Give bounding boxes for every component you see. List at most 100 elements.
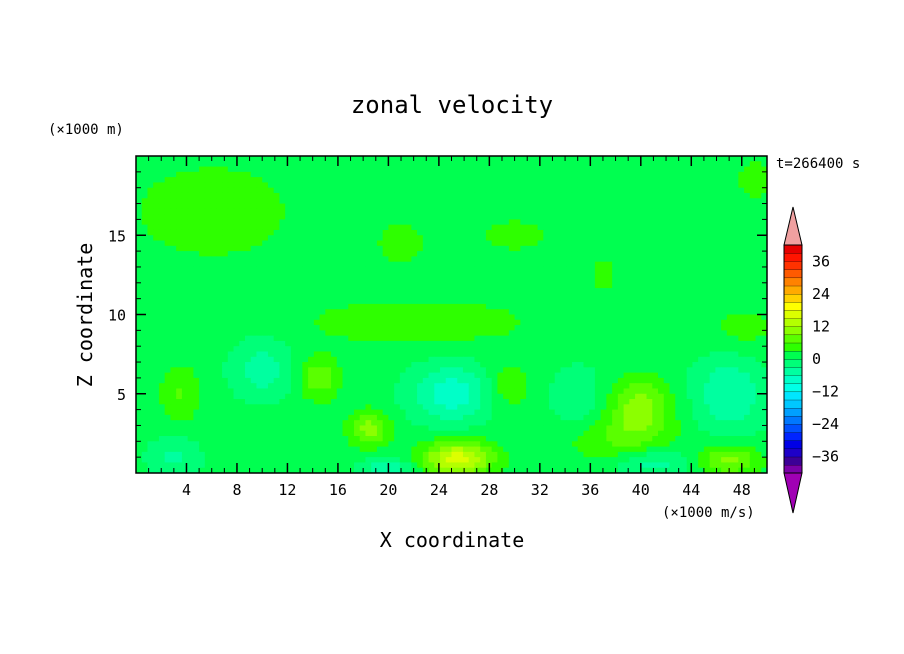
field-cell [686,383,694,390]
contour-field [136,156,767,473]
field-cell [164,272,172,279]
field-cell [417,351,424,358]
field-cell [514,340,521,347]
field-cell [669,187,676,194]
field-cell [136,367,143,374]
field-cell [417,372,424,379]
field-cell [738,314,745,321]
field-cell [571,224,579,231]
field-cell [560,261,567,268]
field-cell [319,319,326,326]
field-cell [497,203,504,210]
field-cell [342,198,349,205]
field-cell [399,156,407,162]
field-cell [491,208,498,215]
field-cell [692,356,699,363]
field-cell [296,166,303,173]
field-cell [376,166,384,173]
field-cell [290,166,298,173]
field-cell [709,319,716,326]
field-cell [709,303,716,310]
field-cell [497,383,504,390]
field-cell [491,388,498,395]
field-cell [193,256,200,263]
field-cell [388,245,395,252]
field-cell [629,272,636,279]
field-cell [646,272,653,279]
field-cell [462,388,470,395]
field-cell [302,251,309,257]
field-cell [176,235,183,242]
field-cell [250,303,258,310]
field-cell [371,156,378,162]
field-cell [594,219,602,226]
field-cell [285,245,292,252]
field-cell [508,377,516,384]
field-cell [526,325,533,331]
field-cell [434,377,441,384]
field-cell [153,182,160,189]
field-cell [153,177,160,184]
field-cell [480,330,487,337]
field-cell [153,282,160,289]
field-cell [703,235,711,242]
field-cell [296,261,303,268]
field-cell [371,266,378,273]
field-cell [594,235,602,242]
field-cell [652,372,659,379]
field-cell [440,288,447,294]
field-cell [669,240,676,247]
field-cell [187,171,194,178]
field-cell [445,383,453,390]
field-cell [520,372,527,379]
field-cell [491,245,498,252]
field-cell [147,288,154,294]
field-cell [440,161,447,168]
field-cell [233,192,240,199]
field-cell [692,187,699,194]
field-cell [348,282,355,289]
field-cell [612,362,619,368]
field-cell [239,214,246,220]
field-cell [394,229,401,236]
field-cell [640,251,648,257]
field-cell [233,261,240,268]
field-cell [153,240,160,247]
field-cell [267,362,275,368]
field-cell [313,266,321,273]
field-cell [497,367,504,374]
field-cell [279,166,286,173]
field-cell [187,362,194,368]
field-cell [273,325,281,331]
field-cell [445,224,453,231]
field-cell [256,208,263,215]
field-cell [623,182,630,189]
field-cell [589,272,596,279]
field-cell [296,335,303,342]
field-cell [244,187,252,194]
field-cell [543,266,550,273]
field-cell [313,377,321,384]
field-cell [508,240,516,247]
field-cell [176,161,183,168]
field-cell [279,161,286,168]
field-cell [738,208,745,215]
field-cell [623,335,630,342]
field-cell [457,298,464,305]
field-cell [411,303,418,310]
field-cell [543,171,550,178]
field-cell [405,330,412,337]
field-cell [635,367,642,374]
field-cell [744,288,751,294]
field-cell [279,224,286,231]
field-cell [331,266,338,273]
field-cell [594,383,602,390]
field-cell [566,282,573,289]
field-cell [187,166,194,173]
field-cell [669,340,676,347]
field-cell [285,277,292,284]
field-cell [698,198,705,205]
field-cell [566,266,573,273]
field-cell [273,362,281,368]
field-cell [537,377,544,384]
